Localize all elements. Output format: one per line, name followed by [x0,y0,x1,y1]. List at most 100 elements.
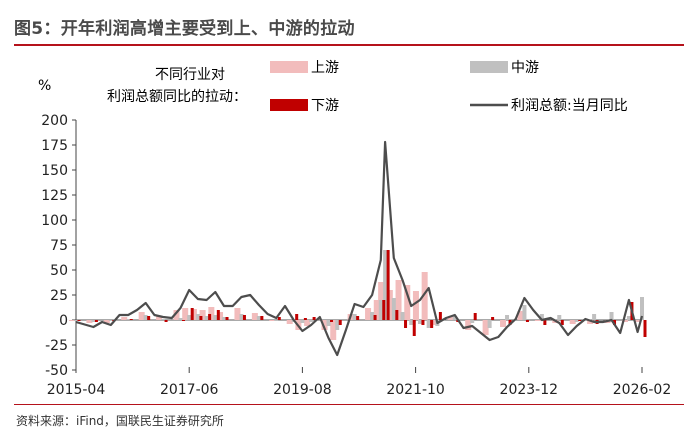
y-unit-label: % [38,78,51,94]
midstream-bar [213,315,218,320]
downstream-bar [356,316,360,320]
upstream-bar [173,310,180,320]
y-tick-label: 150 [41,163,68,179]
downstream-bar [421,320,425,325]
total-profit-line [75,140,644,357]
downstream-bar [312,317,316,320]
upstream-bar [373,300,380,320]
y-tick-label: 50 [50,263,68,279]
midstream-bar [74,320,78,321]
upstream-bar [517,311,524,320]
downstream-bar [430,320,434,328]
downstream-bar [643,320,647,337]
downstream-bar [543,320,547,325]
downstream-bar [129,319,133,320]
midstream-bars [74,250,644,330]
midstream-bar [640,297,644,320]
upstream-bar [138,312,145,320]
midstream-bar [178,318,183,320]
downstream-bar [199,316,203,320]
downstream-bar [525,320,529,322]
midstream-bar [383,250,388,320]
upstream-bar [386,290,393,320]
upstream-bar [587,320,594,324]
midstream-bar [452,316,457,320]
midstream-bar [539,314,544,320]
midstream-bar [626,316,631,320]
upstream-bar [86,320,93,323]
y-tick-label: 175 [41,138,68,154]
legend-total-label: 利润总额:当月同比 [511,98,628,114]
upstream-bar [569,320,576,324]
upstream-bar [251,313,258,320]
upstream-bar [103,320,110,323]
midstream-bar [300,320,305,323]
midstream-bar [409,320,414,325]
annotation-line-1: 不同行业对 [155,67,225,83]
y-tick-label: -25 [45,338,68,354]
downstream-bar [373,315,377,320]
upstream-bar [621,320,628,322]
upstream-bar [635,320,641,322]
upstream-bar [430,320,437,325]
midstream-bar [574,320,579,322]
upstream-bar [321,320,328,330]
x-tick-label: 2015-04 [47,382,106,398]
midstream-bar [391,298,396,320]
upstream-bar [482,320,489,335]
upstream-bar [208,307,215,320]
midstream-bar [143,315,148,320]
downstream-bar [277,317,281,320]
figure-title: 图5：开年利润高增主要受到上、中游的拉动 [14,19,355,39]
upstream-bar [412,291,419,320]
upstream-bar [234,308,241,320]
downstream-bar [386,250,390,320]
y-axis: -50 -25 0 25 50 75 100 125 150 175 200 [41,113,77,379]
downstream-bar [508,320,512,325]
downstream-bar [395,310,399,320]
downstream-bar [225,317,229,320]
downstream-bar [412,320,416,336]
downstream-bar [190,308,194,320]
downstream-bar [77,320,81,321]
midstream-bar [417,320,422,324]
midstream-bar [470,320,475,323]
upstream-bar [500,320,507,327]
upstream-bar [365,308,372,320]
upstream-bar [217,312,224,320]
midstream-bar [108,320,113,321]
legend-midstream-swatch [470,61,508,73]
upstream-bar [447,317,454,320]
upstream-bar [304,320,311,326]
midstream-bar [352,314,357,320]
downstream-bar [338,320,342,325]
midstream-bar [426,320,431,328]
x-tick-label: 2026-02 [613,382,672,398]
upstream-bar [330,320,337,340]
x-axis: 2015-04 2017-06 2019-08 2021-10 2023-12 2026-… [47,319,672,398]
midstream-bar [505,315,510,320]
downstream-bar [242,315,246,320]
upstream-bar [465,320,472,330]
source-note: 资料来源：iFind，国联民生证券研究所 [16,414,224,428]
upstream-bar [190,309,197,320]
x-tick-label: 2017-06 [160,382,219,398]
upstream-bar [69,320,75,321]
annotation-line-2: 利润总额同比的拉动： [107,89,247,105]
midstream-bar [91,320,96,322]
upstream-bar [182,308,189,320]
midstream-bar [126,319,131,320]
midstream-bar [370,312,375,320]
midstream-bar [309,320,314,322]
x-tick-label: 2021-10 [386,382,445,398]
downstream-bar [491,317,495,320]
midstream-bar [187,315,192,320]
downstream-bar [216,310,220,320]
midstream-bar [161,319,166,320]
midstream-bar [239,314,244,320]
y-tick-label: 125 [41,188,68,204]
upstream-bar [534,320,541,321]
chart: -50 -25 0 25 50 75 100 125 150 175 200 2015-04 2017… [38,60,672,398]
downstream-bar [613,320,617,325]
midstream-bar [256,316,261,320]
